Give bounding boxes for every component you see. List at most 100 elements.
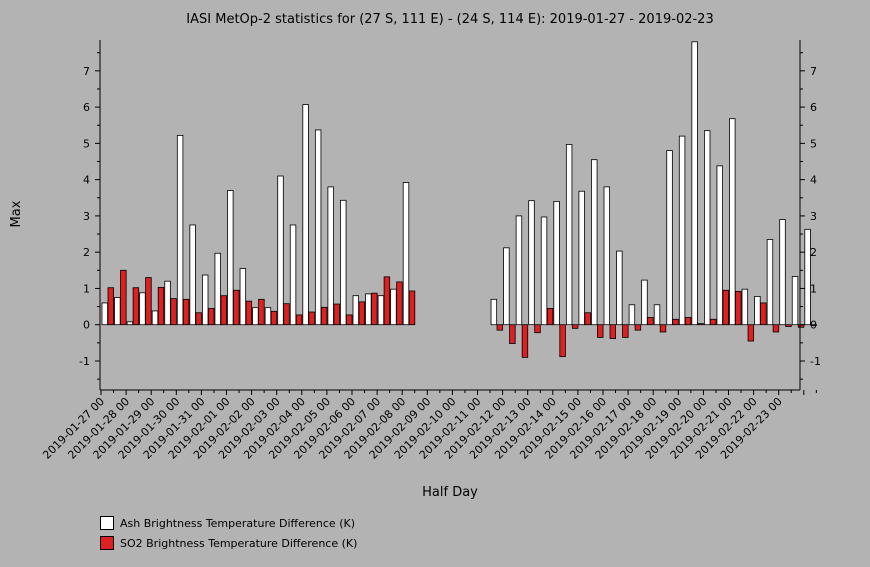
so2-bar — [295, 314, 303, 326]
ash-bar — [553, 200, 560, 326]
ash-bar — [214, 252, 221, 326]
chart-title: IASI MetOp-2 statistics for (27 S, 111 E… — [186, 12, 713, 27]
so2-bar — [371, 292, 378, 326]
so2-bar — [170, 298, 177, 326]
legend: Ash Brightness Temperature Difference (K… — [100, 513, 357, 553]
so2-bar — [659, 324, 667, 333]
ash-bar — [804, 228, 811, 326]
so2-bar — [597, 324, 604, 338]
ash-bar — [126, 321, 134, 326]
so2-bar — [509, 324, 516, 344]
y-tick-label-right: -1 — [810, 355, 821, 368]
ash-bar — [164, 280, 171, 326]
ash-bar — [716, 165, 723, 326]
ash-bar — [227, 190, 234, 326]
so2-bar — [308, 311, 315, 326]
y-tick-label-right: 1 — [810, 282, 817, 295]
ash-bar — [201, 274, 209, 326]
so2-bar — [559, 324, 566, 358]
ash-bar — [151, 310, 159, 326]
ash-bar — [377, 295, 385, 326]
ash-bar — [666, 150, 673, 326]
y-axis-label: Max — [9, 200, 24, 227]
so2-bar — [735, 290, 742, 326]
ash-bar — [490, 298, 498, 326]
ash-bar — [741, 288, 749, 326]
y-tick-label-right: 4 — [810, 174, 817, 187]
ash-bar — [641, 279, 648, 326]
y-tick-label-left: 5 — [83, 137, 90, 150]
so2-bar — [383, 276, 391, 326]
so2-bar — [182, 298, 190, 326]
ash-bar — [264, 307, 272, 326]
ash-bar — [352, 295, 359, 326]
y-tick-label-right: 5 — [810, 137, 817, 150]
so2-bar — [120, 269, 127, 326]
legend-label-ash: Ash Brightness Temperature Difference (K… — [120, 516, 355, 530]
legend-item-so2: SO2 Brightness Temperature Difference (K… — [100, 533, 357, 553]
y-tick-label-left: 6 — [83, 101, 90, 114]
ash-bar — [390, 288, 397, 326]
so2-bar — [647, 317, 654, 326]
so2-bar — [270, 310, 278, 326]
so2-bar — [684, 317, 692, 326]
y-tick-label-left: 3 — [83, 210, 90, 223]
ash-bar — [365, 293, 372, 326]
so2-bar — [195, 312, 202, 326]
so2-bar — [697, 323, 704, 326]
ash-bar — [578, 190, 585, 326]
ash-bar — [653, 304, 661, 326]
ash-bar — [402, 182, 410, 326]
so2-bar — [207, 307, 215, 326]
ash-bar — [289, 224, 297, 326]
y-tick-label-left: 0 — [83, 319, 90, 332]
so2-bar — [157, 286, 165, 326]
y-tick-label-right: 6 — [810, 101, 817, 114]
ash-bar — [139, 292, 146, 326]
so2-bar — [496, 324, 504, 331]
so2-bar — [283, 303, 290, 326]
so2-bar — [107, 287, 114, 326]
ash-bar — [779, 219, 786, 326]
ash-bar — [729, 118, 736, 326]
ash-bar — [628, 304, 636, 326]
so2-bar — [408, 290, 416, 326]
so2-bar — [132, 287, 140, 326]
so2-bar — [722, 289, 729, 326]
so2-bar — [772, 324, 780, 333]
so2-bar — [634, 324, 642, 331]
so2-bar — [571, 324, 579, 329]
so2-bar — [320, 306, 328, 326]
so2-bar — [346, 314, 353, 326]
ash-bar — [704, 130, 711, 326]
ash-bar — [252, 307, 259, 326]
so2-bar — [258, 298, 265, 326]
y-tick-label-right: 2 — [810, 246, 817, 259]
ash-bar — [189, 224, 196, 326]
so2-bar — [145, 277, 152, 326]
so2-bar — [710, 318, 717, 326]
legend-item-ash: Ash Brightness Temperature Difference (K… — [100, 513, 357, 533]
so2-bar — [546, 307, 554, 326]
y-tick-label-right: 3 — [810, 210, 817, 223]
so2-bar — [333, 303, 340, 326]
y-tick-label-left: -1 — [79, 355, 90, 368]
y-tick-label-left: 1 — [83, 282, 90, 295]
ash-bar — [678, 135, 686, 326]
ash-bar — [591, 159, 598, 326]
so2-bar — [233, 289, 240, 326]
ash-bar — [114, 297, 121, 326]
legend-swatch-so2 — [100, 536, 114, 550]
so2-bar — [785, 324, 792, 327]
ash-bar — [277, 175, 284, 326]
so2-bar — [672, 318, 679, 326]
ash-bar — [754, 296, 761, 326]
so2-bar — [747, 324, 755, 342]
ash-bar — [302, 104, 309, 326]
so2-bar — [622, 324, 629, 338]
so2-bar — [584, 312, 591, 326]
ash-bar — [239, 268, 247, 326]
